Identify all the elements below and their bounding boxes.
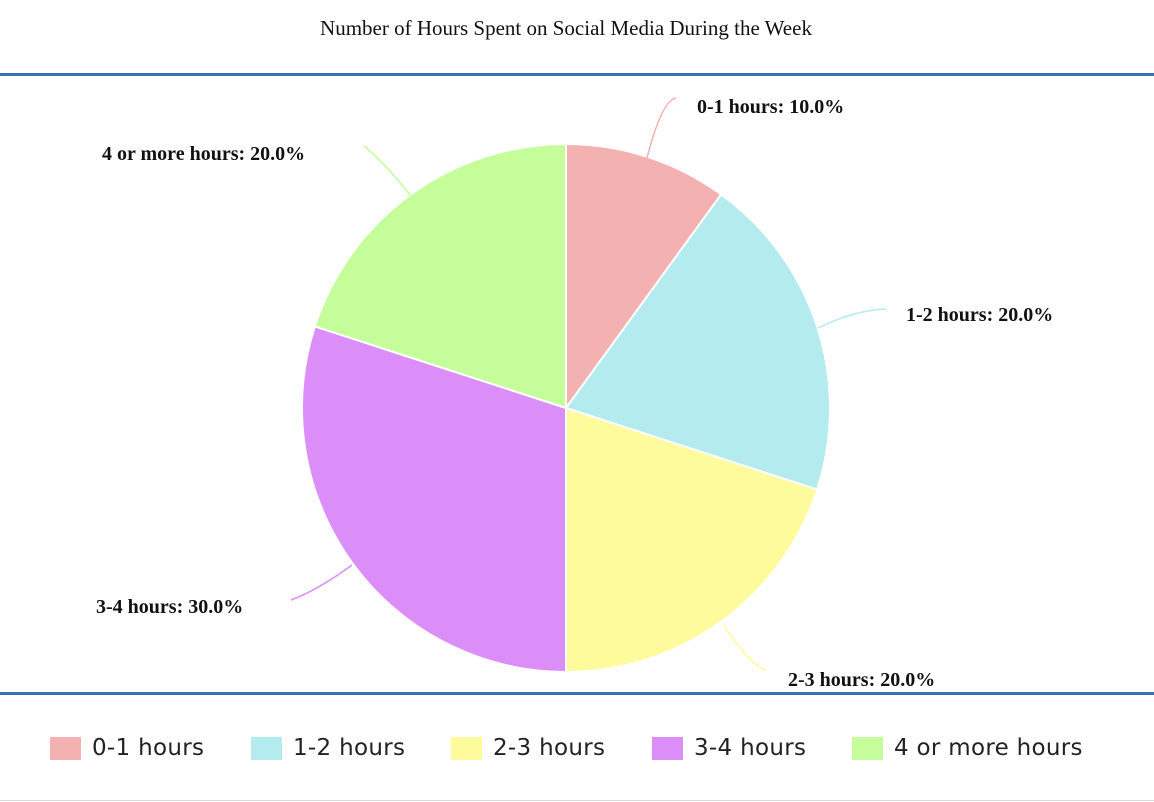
legend-swatch <box>50 736 81 760</box>
legend-item-2-3-hours[interactable]: 2-3 hours <box>451 730 605 766</box>
data-label: 2-3 hours: 20.0% <box>788 669 935 691</box>
legend-item-4-or-more-hours[interactable]: 4 or more hours <box>852 730 1083 766</box>
legend-label: 1-2 hours <box>293 735 406 761</box>
legend-label: 0-1 hours <box>92 735 205 761</box>
legend-item-0-1-hours[interactable]: 0-1 hours <box>50 730 204 766</box>
chart-title: Number of Hours Spent on Social Media Du… <box>320 16 812 40</box>
legend-swatch <box>852 736 883 760</box>
pie-slice-4-or-more-hours[interactable] <box>313 142 567 410</box>
top-divider <box>0 73 1154 76</box>
legend-swatch <box>451 736 482 760</box>
leader-line <box>363 145 412 197</box>
legend-swatch <box>652 736 683 760</box>
leader-line <box>646 97 677 159</box>
legend-swatch <box>251 736 282 760</box>
legend-item-3-4-hours[interactable]: 3-4 hours <box>652 730 806 766</box>
pie-slice-2-3-hours[interactable] <box>565 406 819 674</box>
data-label: 4 or more hours: 20.0% <box>102 143 305 165</box>
bottom-divider <box>0 692 1154 695</box>
legend-label: 4 or more hours <box>894 735 1083 761</box>
legend: 0-1 hours 1-2 hours 2-3 hours 3-4 hours … <box>0 730 1154 766</box>
data-label: 1-2 hours: 20.0% <box>906 304 1053 326</box>
legend-item-1-2-hours[interactable]: 1-2 hours <box>251 730 405 766</box>
legend-label: 3-4 hours <box>694 735 807 761</box>
data-label: 0-1 hours: 10.0% <box>697 96 844 118</box>
legend-label: 2-3 hours <box>493 735 606 761</box>
leader-line <box>290 564 353 601</box>
leader-line <box>723 625 767 671</box>
pie-slice-1-2-hours[interactable] <box>564 193 831 491</box>
data-label: 3-4 hours: 30.0% <box>96 596 243 618</box>
leader-line <box>817 308 887 329</box>
pie-slice-3-4-hours[interactable] <box>301 325 567 674</box>
footer-divider <box>0 800 1154 801</box>
